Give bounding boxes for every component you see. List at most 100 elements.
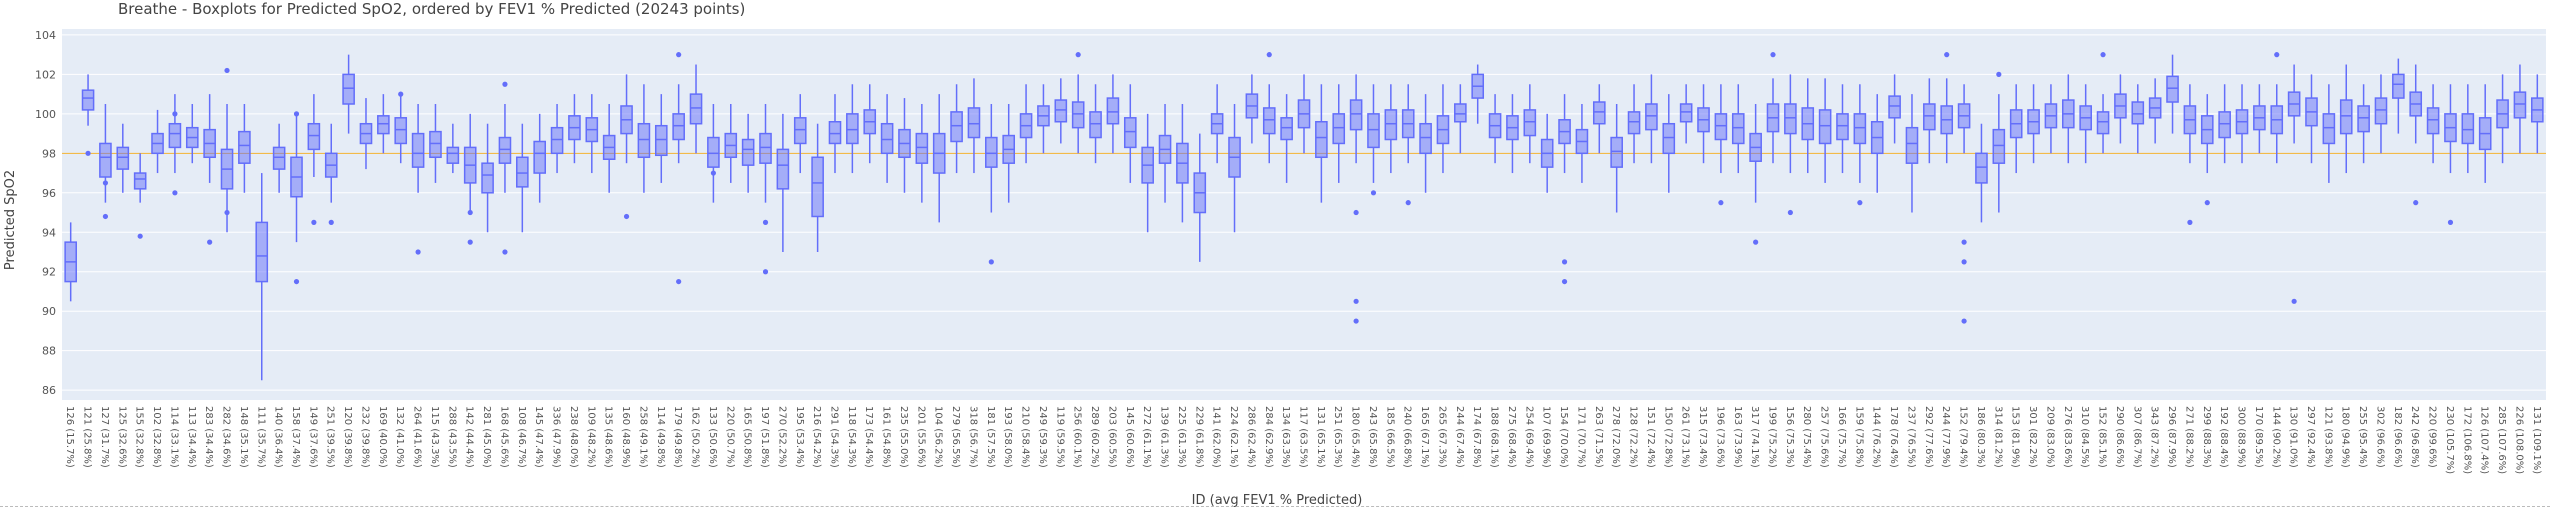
outlier-point bbox=[1370, 190, 1377, 196]
x-tick-label: 178 (76.4%) bbox=[1888, 406, 1899, 468]
box-body bbox=[2096, 111, 2110, 135]
outlier-point bbox=[102, 213, 109, 220]
outlier-point bbox=[2204, 200, 2210, 206]
box-body bbox=[533, 140, 547, 174]
box bbox=[2287, 64, 2301, 304]
box bbox=[1853, 84, 1867, 206]
box-body bbox=[915, 132, 929, 164]
outlier-point bbox=[2291, 298, 2297, 304]
box bbox=[2009, 84, 2023, 174]
x-tick-label: 283 (34.4%) bbox=[203, 406, 214, 468]
box bbox=[1106, 74, 1120, 154]
box bbox=[168, 94, 182, 196]
box bbox=[950, 84, 963, 174]
box bbox=[1089, 84, 1102, 164]
x-tick-label: 285 (107.6%) bbox=[2496, 406, 2507, 474]
y-tick-label: 102 bbox=[35, 68, 56, 81]
box bbox=[342, 54, 355, 134]
x-tick-label: 135 (48.6%) bbox=[603, 406, 614, 468]
box-body bbox=[1923, 103, 1936, 131]
box bbox=[1506, 94, 1519, 174]
x-tick-label: 249 (59.3%) bbox=[1037, 406, 1048, 468]
box-body bbox=[116, 146, 130, 170]
box bbox=[1123, 84, 1137, 183]
box bbox=[915, 103, 929, 203]
box-body bbox=[2513, 91, 2527, 119]
box bbox=[1592, 84, 1606, 154]
box-body bbox=[793, 117, 807, 145]
outlier-point bbox=[224, 67, 230, 74]
box bbox=[1784, 74, 1797, 216]
box bbox=[637, 84, 651, 193]
box bbox=[133, 153, 147, 239]
x-tick-label: 171 (70.7%) bbox=[1575, 406, 1586, 468]
outlier-point bbox=[398, 91, 404, 97]
box-body bbox=[429, 130, 442, 159]
outlier-point bbox=[988, 259, 994, 265]
box-body bbox=[1836, 113, 1849, 141]
box bbox=[1002, 103, 1016, 203]
box bbox=[2461, 84, 2475, 174]
x-tick-label: 117 (63.5%) bbox=[1298, 406, 1309, 468]
x-tick-label: 142 (44.4%) bbox=[464, 406, 475, 468]
x-tick-label: 289 (60.2%) bbox=[1089, 406, 1100, 468]
x-tick-label: 244 (67.4%) bbox=[1454, 406, 1465, 468]
outlier-point bbox=[762, 269, 769, 275]
box bbox=[689, 64, 703, 154]
outlier-point bbox=[207, 239, 213, 245]
x-tick-label: 280 (75.4%) bbox=[1801, 406, 1812, 468]
box bbox=[255, 173, 269, 381]
box-body bbox=[1106, 97, 1120, 125]
box-body bbox=[759, 132, 772, 164]
x-tick-label: 261 (73.1%) bbox=[1680, 406, 1691, 468]
outlier-point bbox=[2274, 52, 2280, 58]
box-body bbox=[1454, 103, 1467, 123]
outlier-point bbox=[1353, 298, 1359, 304]
box bbox=[1923, 78, 1936, 164]
x-tick-label: 297 (92.4%) bbox=[2305, 406, 2316, 468]
box bbox=[811, 123, 824, 252]
box bbox=[1297, 74, 1311, 154]
outlier-point bbox=[1944, 52, 1950, 58]
box bbox=[151, 109, 164, 174]
box bbox=[620, 74, 633, 220]
box bbox=[1019, 84, 1033, 164]
box bbox=[1384, 84, 1398, 174]
box bbox=[672, 52, 685, 285]
box bbox=[1037, 84, 1050, 154]
box-body bbox=[394, 117, 408, 145]
box bbox=[985, 103, 998, 265]
outlier-point bbox=[311, 219, 317, 225]
box-body bbox=[1784, 103, 1797, 135]
x-tick-label: 131 (65.1%) bbox=[1315, 406, 1326, 468]
x-tick-label: 230 (105.7%) bbox=[2444, 406, 2455, 474]
box bbox=[776, 113, 790, 252]
box-body bbox=[1888, 95, 1901, 119]
box bbox=[2392, 58, 2405, 134]
outlier-point bbox=[676, 278, 682, 285]
x-tick-label: 317 (74.1%) bbox=[1749, 406, 1760, 468]
x-tick-label: 180 (94.9%) bbox=[2340, 406, 2351, 468]
box bbox=[238, 103, 251, 193]
box bbox=[2305, 74, 2318, 164]
box-body bbox=[99, 142, 112, 178]
x-tick-label: 128 (72.2%) bbox=[1628, 406, 1639, 468]
x-tick-label: 279 (56.5%) bbox=[950, 406, 961, 468]
box-body bbox=[1054, 99, 1068, 123]
outlier-point bbox=[102, 180, 109, 186]
box-body bbox=[2322, 113, 2336, 145]
box-body bbox=[133, 172, 147, 190]
x-tick-label: 192 (88.4%) bbox=[2218, 406, 2229, 468]
box-body bbox=[967, 107, 981, 139]
box bbox=[1210, 84, 1224, 164]
footer-divider bbox=[0, 506, 2550, 507]
box-body bbox=[1089, 111, 1102, 139]
x-tick-label: 182 (96.6%) bbox=[2392, 406, 2403, 468]
box bbox=[1679, 84, 1693, 144]
x-tick-label: 168 (45.6%) bbox=[498, 406, 509, 468]
outlier-point bbox=[1561, 259, 1568, 265]
box-body bbox=[1384, 109, 1398, 141]
box bbox=[2426, 84, 2440, 164]
outlier-point bbox=[502, 81, 508, 87]
x-tick-label: 160 (48.9%) bbox=[620, 406, 631, 468]
